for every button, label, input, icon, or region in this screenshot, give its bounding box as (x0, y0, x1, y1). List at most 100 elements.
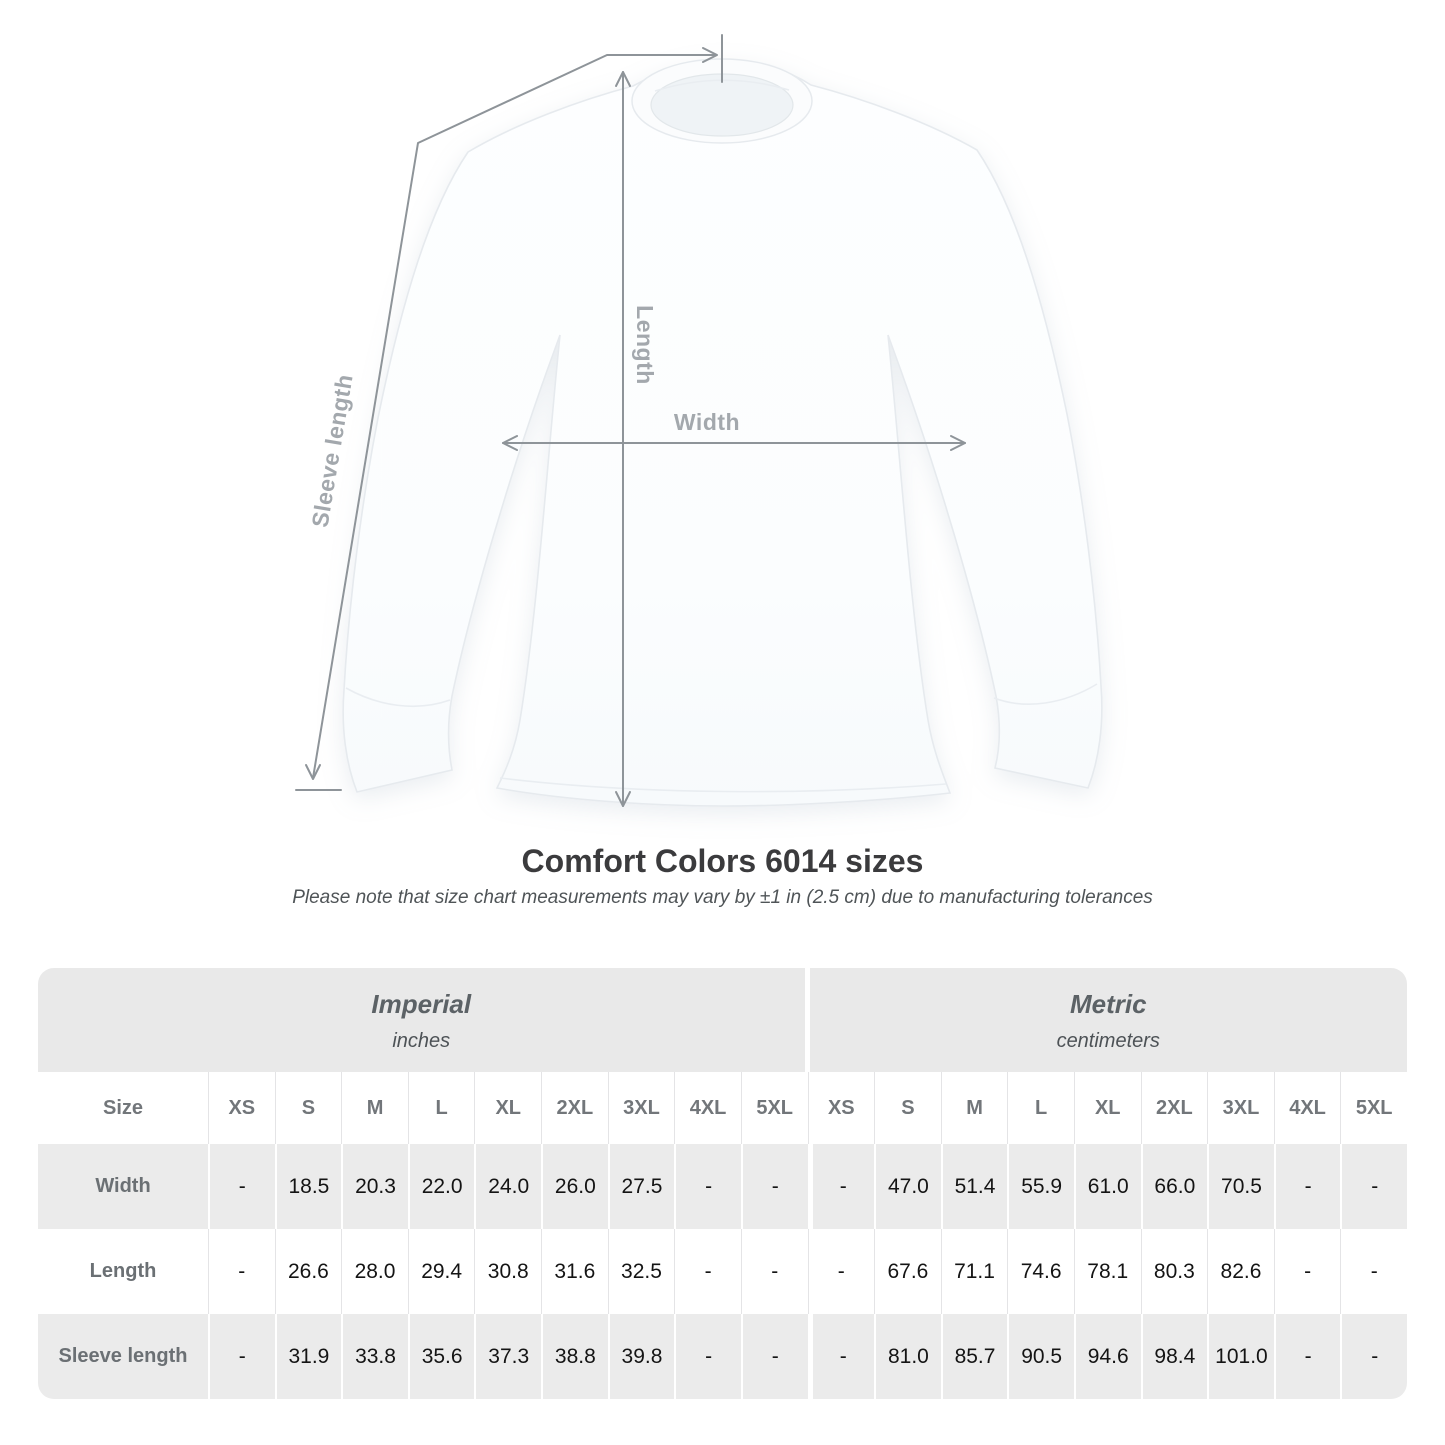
sleeve-length-arrow (295, 34, 723, 791)
size-value-cell: 71.1 (940, 1229, 1008, 1315)
size-value-cell: - (674, 1144, 741, 1230)
imperial-unit: inches (392, 1030, 451, 1053)
size-value-cell: 31.9 (274, 1314, 342, 1400)
length-arrow (615, 71, 631, 807)
size-value-cell: 80.3 (1140, 1229, 1208, 1315)
size-value-cell: 20.3 (341, 1144, 408, 1230)
size-value-cell: - (807, 1229, 875, 1315)
length-label: Length (632, 305, 658, 385)
shirt-diagram: Sleeve length Length Width (295, 34, 1103, 807)
left-cuff-seam (345, 687, 451, 708)
table-row: Width -18.5 20.3 22.0 24.0 26.0 27.5- - -47.0 51.… (38, 1144, 1407, 1230)
size-col-header: 3XL (1207, 1072, 1274, 1145)
size-col-header: M (940, 1072, 1008, 1145)
imperial-title: Imperial (371, 989, 472, 1020)
size-col-header: M (341, 1072, 408, 1145)
metric-header: Metric centimeters (809, 968, 1407, 1073)
size-value-cell: 90.5 (1007, 1314, 1074, 1400)
size-value-cell: - (674, 1314, 741, 1400)
size-value-cell: - (740, 1314, 808, 1400)
size-value-cell: - (1340, 1229, 1407, 1315)
size-value-cell: 67.6 (874, 1229, 941, 1315)
size-value-cell: 66.0 (1140, 1144, 1208, 1230)
size-value-cell: 18.5 (274, 1144, 342, 1230)
size-col-header: S (274, 1072, 342, 1145)
size-value-cell: 33.8 (341, 1314, 408, 1400)
size-col-header: S (874, 1072, 941, 1145)
table-header-row: Size XS S M L XL 2XL 3XL 4XL 5XL XS S M L XL 2XL 3XL 4XL 5… (38, 1072, 1407, 1145)
size-value-cell: 101.0 (1207, 1314, 1274, 1400)
size-label: Size (102, 1096, 144, 1119)
size-col-header: 5XL (740, 1072, 808, 1145)
row-label: Width (95, 1175, 151, 1198)
size-value-cell: 39.8 (607, 1314, 675, 1400)
size-value-cell: - (807, 1314, 875, 1400)
size-value-cell: - (1273, 1314, 1341, 1400)
size-col-header: 5XL (1340, 1072, 1407, 1145)
imperial-header: Imperial inches (38, 968, 805, 1073)
row-label: Sleeve length (58, 1345, 188, 1368)
size-value-cell: 74.6 (1007, 1229, 1074, 1315)
size-value-cell: 27.5 (607, 1144, 675, 1230)
size-value-cell: 70.5 (1207, 1144, 1274, 1230)
sleeve-length-label: Sleeve length (307, 372, 358, 529)
size-value-cell: 30.8 (474, 1229, 541, 1315)
size-value-cell: 51.4 (940, 1144, 1008, 1230)
size-col-header: XS (807, 1072, 875, 1145)
size-value-cell: 29.4 (407, 1229, 475, 1315)
size-value-cell: 31.6 (541, 1229, 608, 1315)
size-value-cell: - (208, 1144, 275, 1230)
width-label: Width (674, 409, 740, 435)
size-value-cell: 82.6 (1207, 1229, 1274, 1315)
shirt-collar (631, 58, 813, 144)
size-value-cell: 98.4 (1140, 1314, 1208, 1400)
size-value-cell: - (740, 1229, 808, 1315)
size-value-cell: - (1273, 1229, 1341, 1315)
table-row: Length -26.6 28.0 29.4 30.8 31.6 32.5- - -67.6 71… (38, 1229, 1407, 1315)
size-value-cell: - (740, 1144, 808, 1230)
size-value-cell: 37.3 (474, 1314, 541, 1400)
size-value-cell: 35.6 (407, 1314, 475, 1400)
size-value-cell: 47.0 (874, 1144, 941, 1230)
size-value-cell: 24.0 (474, 1144, 541, 1230)
size-value-cell: 78.1 (1073, 1229, 1141, 1315)
width-arrow (502, 435, 966, 451)
size-value-cell: 94.6 (1073, 1314, 1141, 1400)
size-value-cell: - (1340, 1314, 1407, 1400)
size-col-header: L (407, 1072, 475, 1145)
size-chart-table: Imperial inches Metric centimeters Size X… (38, 968, 1407, 1400)
size-col-header: L (1007, 1072, 1074, 1145)
size-value-cell: 55.9 (1007, 1144, 1074, 1230)
table-row: Sleeve length -31.9 33.8 35.6 37.3 38.8 39.8- -… (38, 1314, 1407, 1400)
size-col-header: 4XL (674, 1072, 741, 1145)
size-col-header: 2XL (541, 1072, 608, 1145)
size-value-cell: - (1340, 1144, 1407, 1230)
size-value-cell: 61.0 (1073, 1144, 1141, 1230)
size-grid: Size XS S M L XL 2XL 3XL 4XL 5XL XS S M L XL 2XL 3XL 4XL 5… (38, 1072, 1407, 1400)
hem-seam (499, 777, 947, 793)
size-value-cell: - (208, 1229, 275, 1315)
shirt-silhouette (342, 60, 1103, 807)
size-value-cell: 85.7 (940, 1314, 1008, 1400)
size-value-cell: 22.0 (407, 1144, 475, 1230)
row-label: Length (89, 1260, 157, 1283)
size-col-header: 3XL (607, 1072, 675, 1145)
size-value-cell: 38.8 (541, 1314, 608, 1400)
size-value-cell: - (674, 1229, 741, 1315)
size-value-cell: 26.6 (274, 1229, 342, 1315)
metric-title: Metric (1069, 989, 1147, 1020)
size-col-header: 2XL (1140, 1072, 1208, 1145)
size-value-cell: 81.0 (874, 1314, 941, 1400)
size-value-cell: 32.5 (607, 1229, 675, 1315)
size-value-cell: - (807, 1144, 875, 1230)
size-col-header: XS (208, 1072, 275, 1145)
size-value-cell: - (208, 1314, 275, 1400)
page-title: Comfort Colors 6014 sizes (521, 843, 924, 879)
size-value-cell: 26.0 (541, 1144, 608, 1230)
size-col-header: XL (474, 1072, 541, 1145)
size-value-cell: 28.0 (341, 1229, 408, 1315)
unit-band: Imperial inches Metric centimeters (38, 968, 1407, 1073)
size-col-header: XL (1073, 1072, 1141, 1145)
tolerance-note: Please note that size chart measurements… (292, 887, 1153, 909)
